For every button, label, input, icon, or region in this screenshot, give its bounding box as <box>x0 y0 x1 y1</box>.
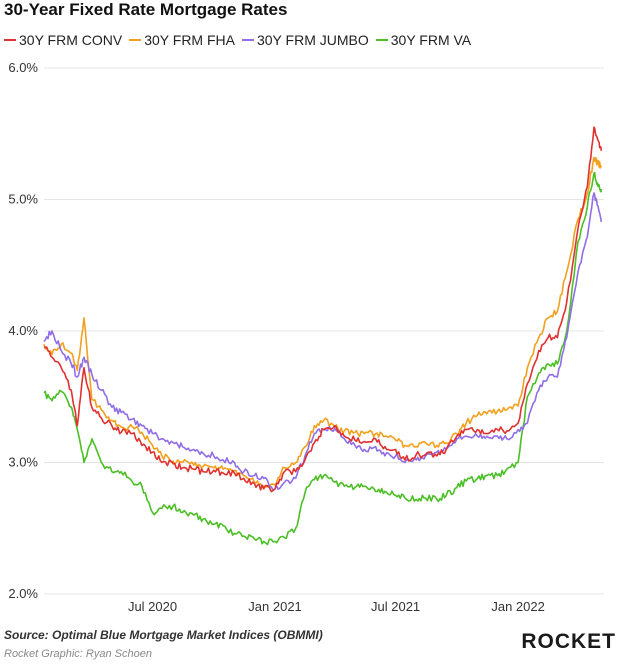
legend-swatch-conv <box>4 39 16 41</box>
legend-swatch-va <box>375 39 388 41</box>
y-tick-label: 2.0% <box>8 586 38 601</box>
legend-item-va[interactable]: 30Y FRM VA <box>375 32 472 48</box>
legend-item-jumbo[interactable]: 30Y FRM JUMBO <box>241 32 369 48</box>
y-tick-label: 4.0% <box>8 323 38 338</box>
chart-title: 30-Year Fixed Rate Mortgage Rates <box>4 0 288 19</box>
series-line-jumbo <box>43 192 603 491</box>
legend-item-conv[interactable]: 30Y FRM CONV <box>4 32 122 48</box>
legend-swatch-jumbo <box>241 39 254 41</box>
legend-swatch-fha <box>129 39 142 41</box>
series-line-conv <box>43 126 603 493</box>
legend-item-fha[interactable]: 30Y FRM FHA <box>129 32 235 48</box>
series-line-va <box>43 171 603 546</box>
legend-label-va: 30Y FRM VA <box>390 32 472 48</box>
y-tick-label: 5.0% <box>8 192 38 207</box>
legend-label-jumbo: 30Y FRM JUMBO <box>256 32 369 48</box>
x-tick-label: Jan 2021 <box>248 599 302 614</box>
series-line-fha <box>43 156 603 488</box>
legend-label-conv: 30Y FRM CONV <box>19 32 123 48</box>
source-note: Source: Optimal Blue Mortgage Market Ind… <box>4 628 323 642</box>
graphic-credit: Rocket Graphic: Ryan Schoen <box>4 648 152 660</box>
y-tick-label: 3.0% <box>8 455 38 470</box>
y-tick-label: 6.0% <box>8 60 38 75</box>
x-tick-label: Jul 2021 <box>371 599 420 614</box>
legend: 30Y FRM CONV 30Y FRM FHA 30Y FRM JUMBO 3… <box>4 30 478 50</box>
rocket-logo: ROCKET <box>521 630 616 653</box>
legend-label-fha: 30Y FRM FHA <box>144 32 235 48</box>
x-tick-label: Jan 2022 <box>491 599 545 614</box>
x-tick-label: Jul 2020 <box>128 599 177 614</box>
